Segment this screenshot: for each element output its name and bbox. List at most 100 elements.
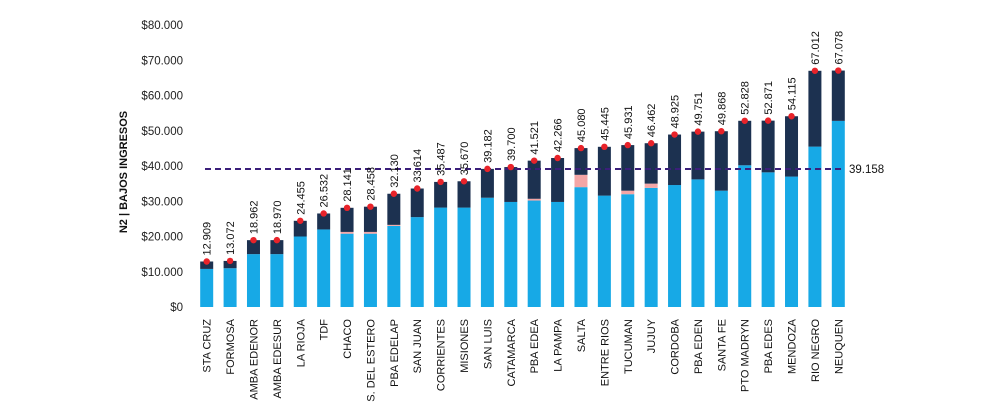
bar-segment xyxy=(574,174,588,188)
bar-segment xyxy=(387,193,401,225)
bar-segment xyxy=(644,187,658,307)
bar-segment xyxy=(504,167,518,202)
total-marker xyxy=(671,131,678,138)
y-tick-label: $80.000 xyxy=(141,20,183,32)
y-tick-label: $0 xyxy=(170,302,183,314)
total-marker xyxy=(414,185,421,192)
bar-segment xyxy=(691,131,705,180)
bar-segment xyxy=(621,145,635,191)
category-label: JUJUY xyxy=(646,318,658,353)
data-label: 46.462 xyxy=(646,104,658,138)
data-label: 42.266 xyxy=(553,118,565,152)
bar-segment xyxy=(293,236,307,307)
total-marker xyxy=(226,257,234,265)
y-tick-label: $40.000 xyxy=(141,161,183,173)
bar-segment xyxy=(574,187,588,307)
bar-segment xyxy=(551,158,565,202)
bar-segment xyxy=(434,181,448,208)
total-marker xyxy=(250,236,257,244)
data-label: 45.080 xyxy=(576,108,588,142)
data-label: 28.458 xyxy=(365,167,377,201)
total-marker xyxy=(577,144,585,152)
bar-segment xyxy=(785,116,799,177)
data-label: 67.012 xyxy=(810,31,822,65)
data-label: 24.455 xyxy=(295,181,307,215)
bar-segment xyxy=(200,268,214,307)
reference-line-group: 39.158 xyxy=(205,164,884,176)
total-marker xyxy=(764,117,772,124)
y-tick-label: $50.000 xyxy=(141,126,183,138)
total-marker xyxy=(741,117,748,124)
total-marker xyxy=(811,67,819,74)
bar-segment xyxy=(691,179,705,307)
data-label: 13.072 xyxy=(225,221,237,255)
bar-segment xyxy=(668,185,682,307)
category-label: MENDOZA xyxy=(787,318,799,374)
category-label: AMBA EDESUR xyxy=(272,319,284,399)
total-marker xyxy=(390,190,398,197)
bar-segment xyxy=(738,165,752,307)
category-label: ENTRE RIOS xyxy=(599,319,611,386)
bar-segment xyxy=(621,190,635,195)
total-marker xyxy=(624,141,631,149)
bar-segment xyxy=(761,172,775,307)
bar-segment xyxy=(200,261,214,269)
bar-segment xyxy=(644,143,658,184)
bar-segment xyxy=(714,131,728,191)
bar-segment xyxy=(504,201,518,307)
data-label: 39.700 xyxy=(506,127,518,161)
bar-segment xyxy=(223,260,237,269)
data-label: 45.931 xyxy=(623,105,635,139)
data-label: 67.078 xyxy=(833,31,845,65)
bar-segment xyxy=(246,240,260,255)
bar-segment xyxy=(761,120,775,173)
category-label: PTO MADRYN xyxy=(740,319,752,392)
category-label: STA CRUZ xyxy=(202,319,214,373)
total-marker xyxy=(343,204,351,212)
category-label: FORMOSA xyxy=(225,318,237,374)
bar-segment xyxy=(480,197,494,307)
category-label: MISIONES xyxy=(459,319,471,373)
data-label: 28.141 xyxy=(342,168,354,202)
bar-segment xyxy=(831,70,845,121)
category-label: TUCUMAN xyxy=(623,319,635,374)
y-tick-label: $70.000 xyxy=(141,55,183,67)
total-marker xyxy=(320,210,327,217)
data-label: 49.868 xyxy=(716,92,728,126)
category-label: RIO NEGRO xyxy=(810,319,822,382)
data-label: 35.670 xyxy=(459,142,471,176)
bar-segment xyxy=(410,217,424,307)
bar-segment xyxy=(363,206,377,232)
bar-segment xyxy=(808,70,822,147)
bar-segment xyxy=(410,188,424,218)
bar-segment xyxy=(340,207,354,232)
reference-line-label: 39.158 xyxy=(849,164,884,176)
category-label: PBA EDEA xyxy=(529,318,541,373)
total-marker xyxy=(835,67,842,74)
category-label: SALTA xyxy=(576,318,588,352)
bar-segment xyxy=(457,181,471,208)
bar-segment xyxy=(785,176,799,307)
data-label: 52.828 xyxy=(740,81,752,115)
category-label: CATAMARCA xyxy=(506,318,518,386)
data-label: 41.521 xyxy=(529,121,541,155)
category-label: NEUQUEN xyxy=(833,319,845,374)
y-tick-label: $10.000 xyxy=(141,267,183,279)
bar-segment xyxy=(527,160,541,199)
bar-segment xyxy=(317,213,331,230)
bar-segment xyxy=(317,229,331,307)
bar-segment xyxy=(363,233,377,307)
category-label: SAN JUAN xyxy=(412,319,424,373)
total-marker xyxy=(507,163,515,171)
x-axis: STA CRUZ FORMOSA AMBA EDENOR AMBA EDESUR LA … xyxy=(202,318,846,401)
category-label: CORDOBA xyxy=(670,318,682,374)
bar-segment xyxy=(363,231,377,234)
bar-segment xyxy=(831,120,845,307)
total-marker xyxy=(647,140,655,147)
total-marker xyxy=(601,143,608,151)
y-tick-label: $60.000 xyxy=(141,91,183,103)
bar-segment xyxy=(270,240,284,255)
data-label: 49.751 xyxy=(693,92,705,126)
bar-segment xyxy=(597,146,611,196)
